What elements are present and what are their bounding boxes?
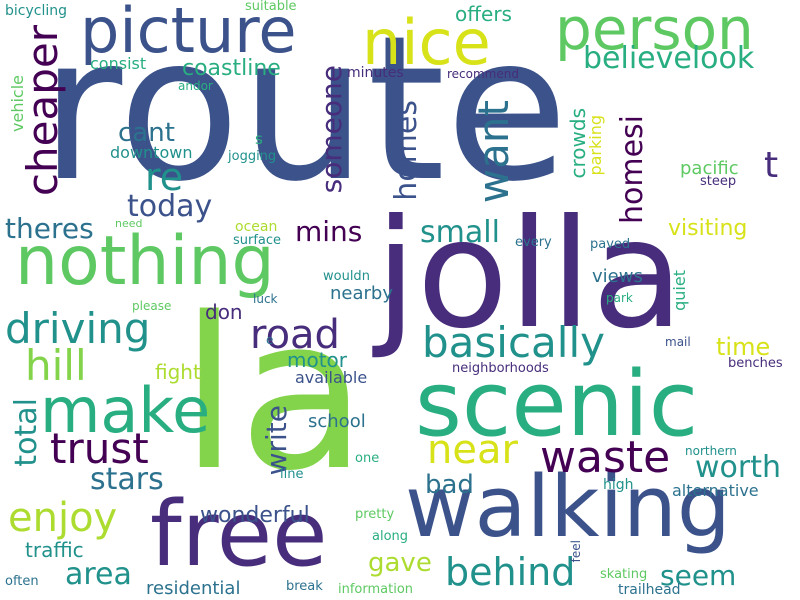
word-available: available [295, 368, 368, 387]
word-person: person [555, 0, 754, 63]
word-jolla: jolla [375, 188, 684, 362]
word-bicycling: bicycling [5, 3, 67, 19]
word-homes: homes [389, 100, 424, 201]
word-behind: behind [445, 550, 576, 594]
word-don: don [205, 300, 243, 324]
word-northern: northern [685, 444, 737, 458]
word-pacific: pacific [680, 158, 739, 179]
word-s: s [255, 130, 263, 148]
word-nearby: nearby [330, 283, 393, 304]
word-one: one [355, 451, 380, 466]
word-traffic: traffic [25, 538, 84, 562]
word-surface: surface [233, 233, 282, 248]
word-mins: mins [295, 215, 363, 248]
word-andor: andor [178, 79, 213, 93]
word-wonderful: wonderful [200, 503, 310, 528]
word-views: views [592, 266, 643, 287]
word-neighborhoods: neighborhoods [452, 361, 549, 376]
word-coastline: coastline [182, 56, 281, 81]
word-t: t [764, 145, 779, 186]
word-fight: fight [155, 360, 201, 384]
word-total: total [9, 398, 44, 467]
word-small: small [420, 215, 500, 250]
word-high: high [603, 477, 634, 493]
word-cant: cant [118, 118, 175, 148]
word-along: along [372, 529, 409, 544]
word-quiet: quiet [670, 270, 689, 311]
word-route: route [40, 0, 569, 226]
word-skating: skating [600, 567, 648, 582]
word-theres: theres [5, 212, 94, 245]
word-steep: steep [700, 174, 737, 189]
word-la: la [180, 272, 368, 517]
word-pretty: pretty [355, 507, 395, 522]
word-bad: bad [425, 470, 474, 500]
word-homesi: homesi [615, 115, 650, 225]
word-parking: parking [586, 115, 605, 176]
word-often: often [5, 574, 39, 589]
word-mail: mail [665, 335, 691, 349]
word-suitable: suitable [245, 0, 297, 14]
word-area: area [65, 557, 132, 592]
word-line: line [280, 467, 304, 482]
word-trust: trust [50, 424, 149, 473]
word-luck: luck [253, 292, 278, 306]
word-enjoy: enjoy [8, 495, 118, 541]
word-write: write [260, 405, 293, 476]
word-re: re [145, 155, 184, 199]
word-paved: paved [590, 237, 631, 252]
word-school: school [308, 411, 366, 432]
word-crowds: crowds [566, 108, 590, 179]
word-need: need [115, 217, 143, 230]
word-near: near [427, 427, 518, 473]
word-offers: offers [455, 2, 512, 26]
word-scenic: scenic [415, 352, 699, 457]
word-gave: gave [368, 548, 432, 578]
word-believelook: believelook [583, 41, 755, 76]
word-picture: picture [80, 0, 297, 67]
word-recommend: recommend [447, 67, 519, 81]
word-nothing: nothing [15, 222, 275, 301]
word-benches: benches [728, 356, 783, 371]
word-nice: nice [362, 6, 491, 79]
word-stars: stars [90, 462, 164, 497]
word-road: road [250, 312, 340, 358]
word-vehicle: vehicle [8, 75, 27, 132]
word-please: please [132, 299, 172, 313]
word-someone: someone [315, 65, 348, 194]
word-residential: residential [146, 578, 241, 599]
word-today: today [127, 189, 213, 224]
word-motor: motor [287, 348, 348, 372]
word-break: break [286, 579, 323, 594]
word-walking: walking [405, 458, 731, 557]
word-information: information [338, 582, 414, 597]
word-visiting: visiting [668, 216, 748, 241]
word-driving: driving [5, 304, 151, 353]
word-make: make [40, 374, 211, 447]
word-every: every [515, 235, 552, 250]
word-downtown: downtown [110, 143, 193, 162]
word-trailhead: trailhead [618, 582, 681, 598]
word-seem: seem [660, 559, 737, 592]
word-worth: worth [695, 450, 782, 485]
word-waste: waste [540, 432, 671, 483]
word-park: park [606, 291, 633, 305]
word-consist: consist [90, 54, 147, 73]
word-hill: hill [25, 341, 87, 390]
word-wouldn: wouldn [323, 269, 370, 284]
word-time: time [716, 333, 771, 361]
word-basically: basically [422, 318, 605, 367]
word-free: free [150, 482, 328, 587]
word-e: e [266, 333, 274, 347]
word-alternative: alternative [672, 481, 759, 500]
word-ocean: ocean [235, 219, 278, 235]
word-feel: feel [569, 540, 583, 563]
word-minutes: minutes [347, 65, 404, 81]
word-cheaper: cheaper [18, 25, 67, 197]
word-want: want [469, 100, 518, 204]
word-jogging: jogging [228, 149, 277, 164]
